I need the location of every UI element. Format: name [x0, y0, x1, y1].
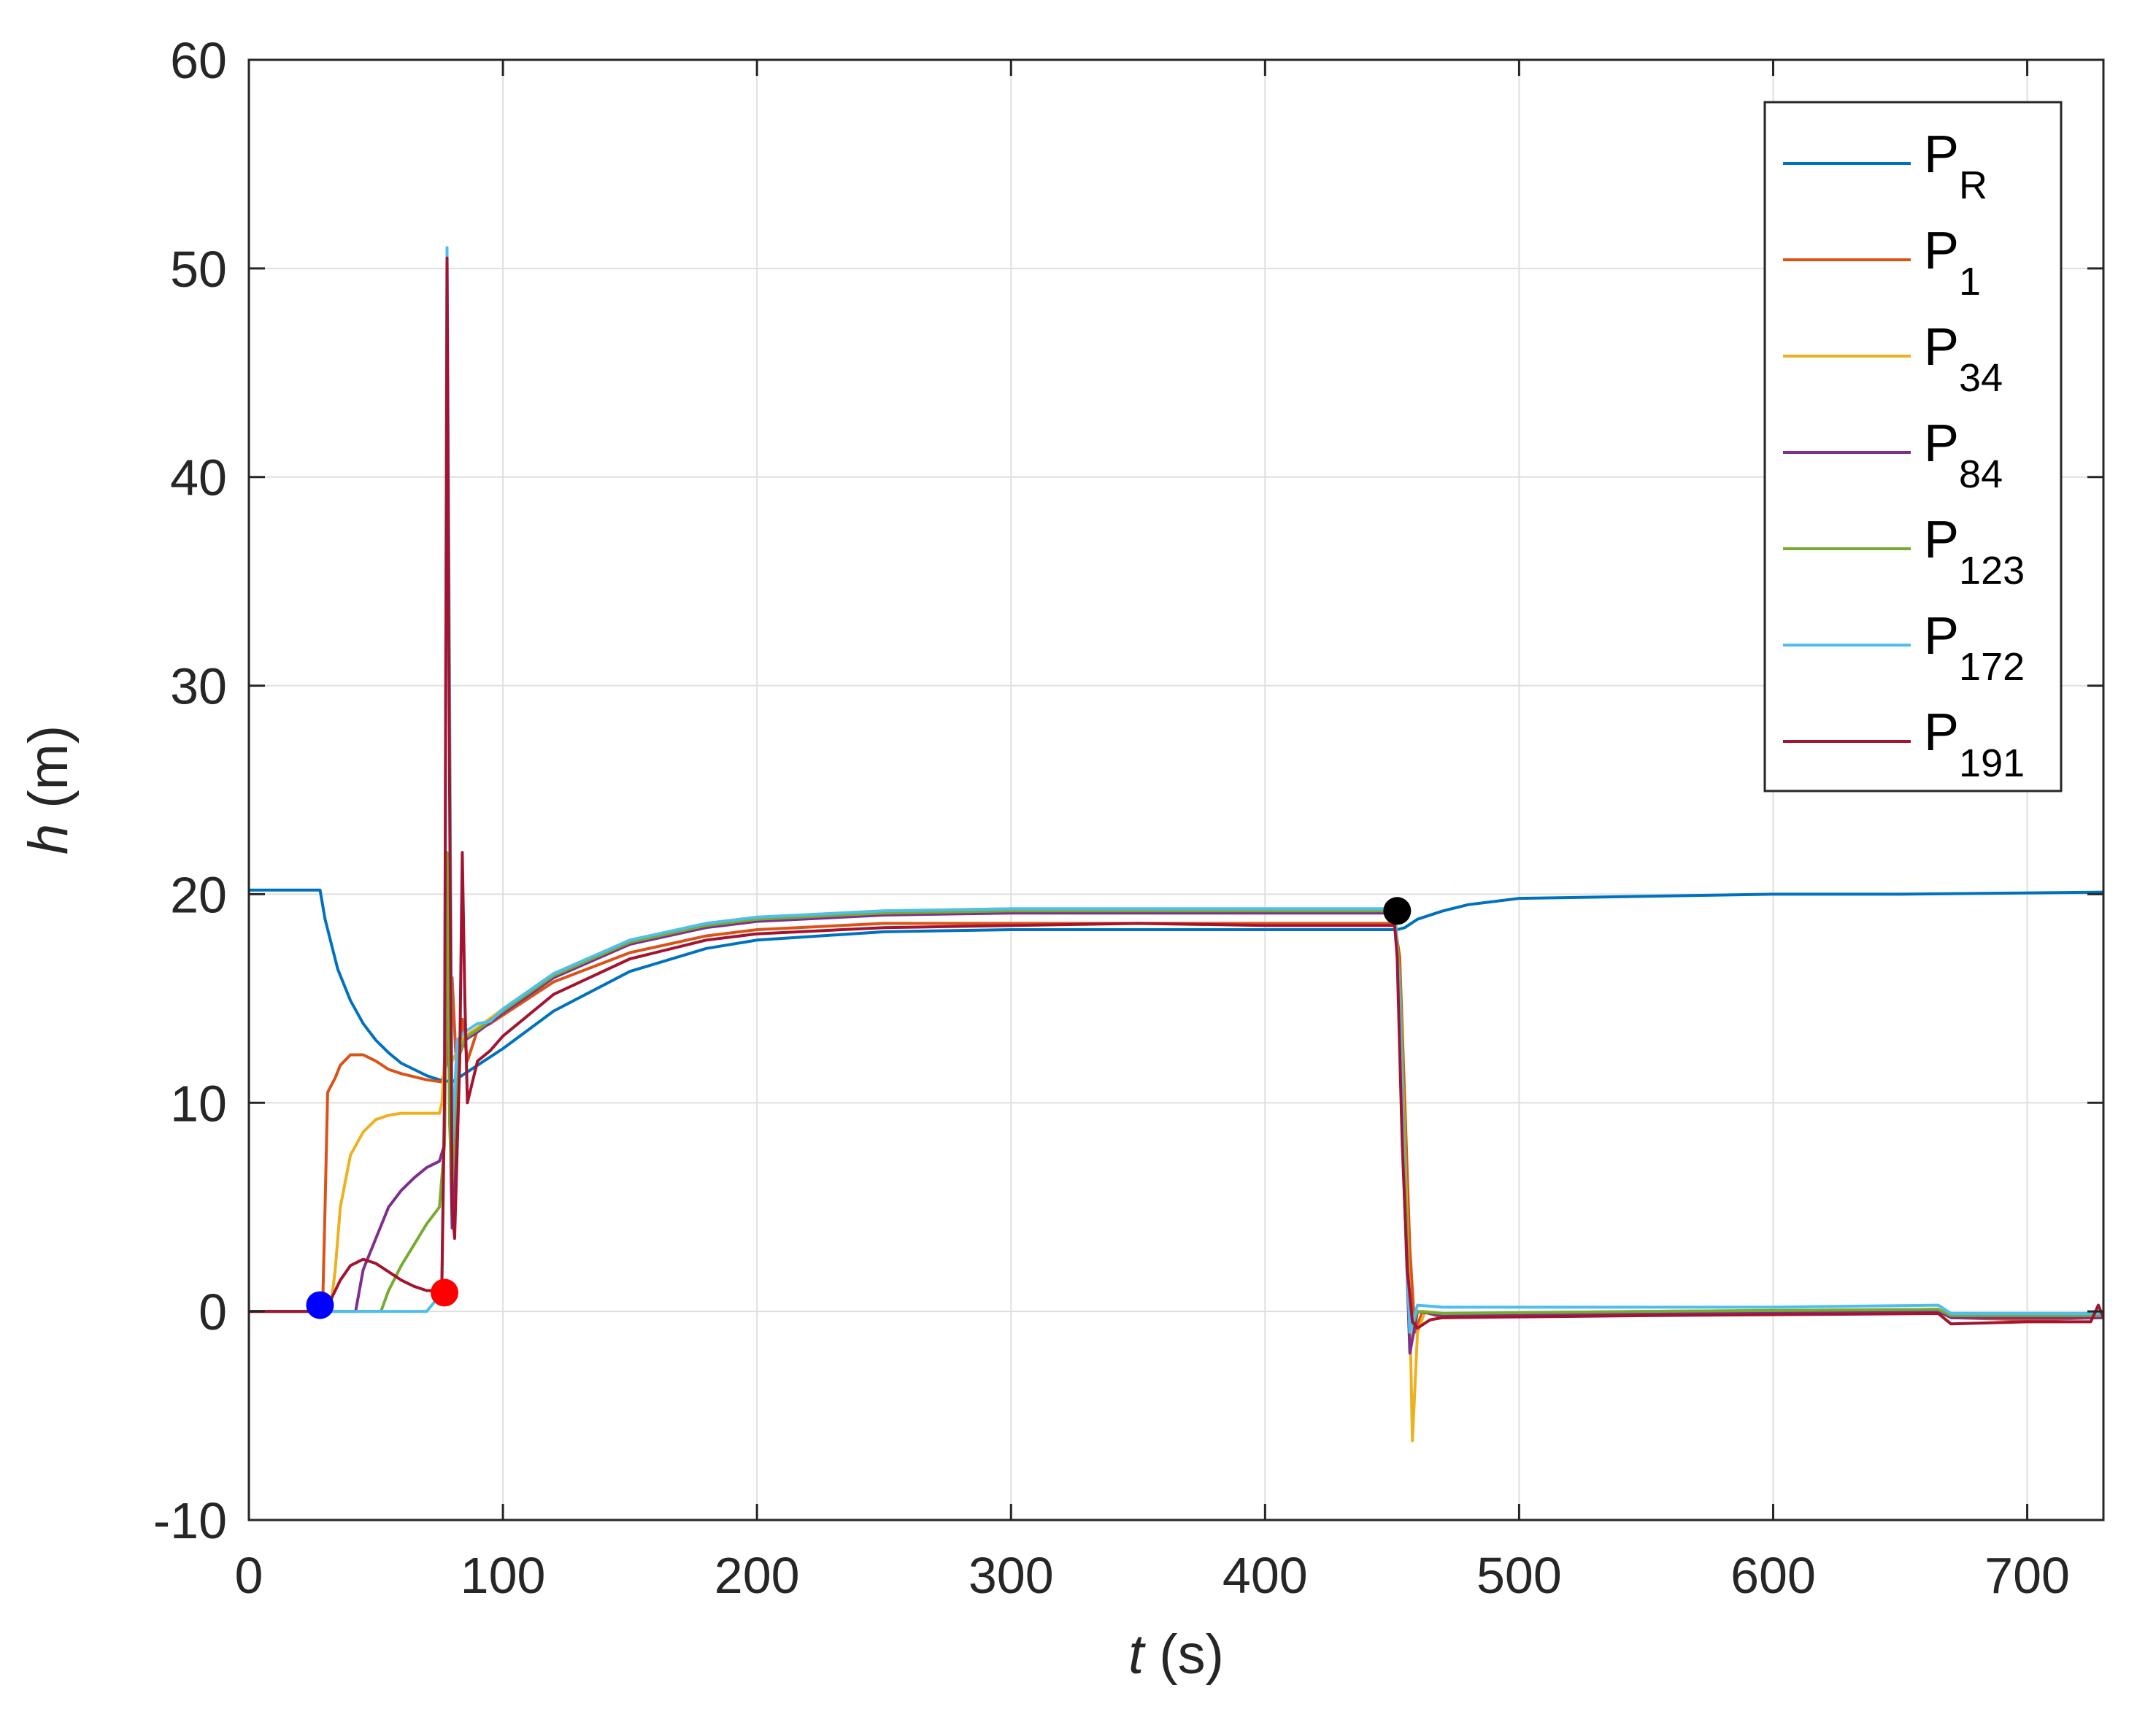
x-axis-label: t (s): [1128, 1624, 1224, 1686]
ticks: [247, 58, 2103, 1521]
legend-label: P191: [1924, 703, 2025, 785]
markers: [306, 897, 1412, 1319]
legend-label: P84: [1924, 414, 2003, 496]
x-tick-label: 0: [235, 1547, 263, 1604]
x-tick-label: 400: [1222, 1547, 1308, 1604]
series-line-p-34: [249, 907, 2103, 1443]
x-tick-label: 500: [1476, 1547, 1562, 1604]
x-tick-label: 300: [969, 1547, 1054, 1604]
y-tick-label: 50: [170, 241, 227, 298]
plot-area: [249, 246, 2103, 1443]
x-tick-label: 700: [1984, 1547, 2070, 1604]
x-axis-unit: (s): [1144, 1624, 1224, 1686]
axes-box: [247, 58, 2105, 1521]
y-axis-label: h (m): [18, 725, 80, 855]
legend: PR P1 P34 P84 P123 P172 P191: [1763, 101, 2063, 792]
series-line-p-1: [249, 922, 2103, 1334]
legend-label: P172: [1924, 607, 2025, 689]
legend-label: P1: [1924, 222, 1981, 304]
y-tick-label: 0: [199, 1284, 227, 1340]
x-tick-label: 600: [1730, 1547, 1816, 1604]
y-axis-unit: (m): [18, 725, 80, 824]
legend-box: [1763, 101, 2063, 792]
series-line-p-84: [249, 892, 2103, 1355]
y-tick-label: 40: [170, 450, 227, 506]
y-tick-label: 60: [170, 32, 227, 89]
event-marker: [431, 1278, 459, 1307]
y-tick-label: -10: [153, 1492, 227, 1549]
y-tick-label: 30: [170, 658, 227, 715]
legend-label: P34: [1924, 318, 2003, 400]
x-tick-label: 200: [715, 1547, 800, 1604]
x-tick-label: 100: [461, 1547, 546, 1604]
event-marker: [1383, 897, 1412, 925]
y-axis-var: h: [18, 824, 80, 855]
x-axis-var: t: [1128, 1624, 1146, 1686]
series-line-p-191: [249, 256, 2103, 1330]
event-marker: [306, 1291, 334, 1319]
legend-label: PR: [1924, 126, 1987, 207]
legend-label: P123: [1924, 511, 2025, 593]
y-tick-label: 20: [170, 866, 227, 923]
series-line-p-r: [249, 888, 2103, 1084]
y-tick-label: 10: [170, 1075, 227, 1132]
